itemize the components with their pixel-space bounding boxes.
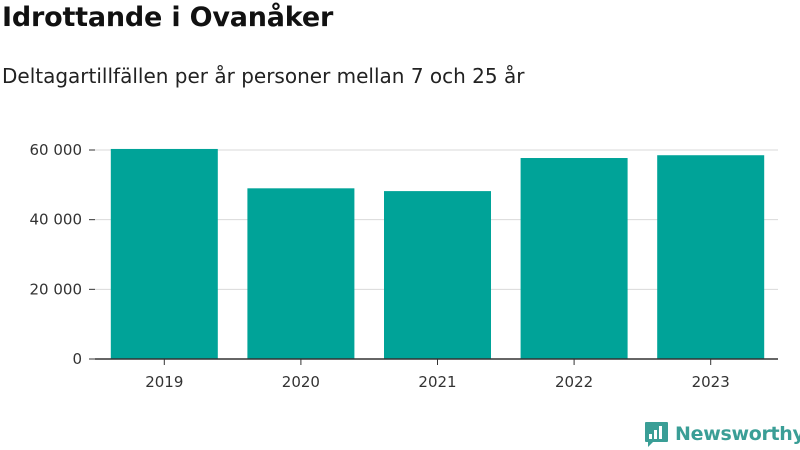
x-tick-label: 2020: [282, 373, 320, 391]
bar-2023: [657, 155, 765, 359]
y-tick-label: 20 000: [30, 280, 83, 298]
brand-logo: Newsworthy: [644, 419, 800, 449]
bars: [110, 148, 765, 359]
y-tick-label: 0: [72, 350, 82, 368]
y-tick-label: 40 000: [30, 211, 83, 229]
x-tick-label: 2022: [555, 373, 593, 391]
chart-title: Idrottande i Ovanåker: [2, 2, 334, 33]
newsworthy-logo-icon: [645, 421, 668, 447]
bar-2022: [520, 158, 628, 359]
x-tick-label: 2019: [145, 373, 183, 391]
chart-subtitle: Deltagartillfällen per år personer mella…: [2, 64, 525, 88]
y-axis-ticks: 0 20 000 40 000 60 000: [30, 141, 95, 368]
bar-2021: [384, 191, 491, 359]
y-tick-label: 60 000: [30, 141, 83, 159]
x-axis-ticks: 2019 2020 2021 2022 2023: [145, 359, 730, 391]
brand-name: Newsworthy: [675, 423, 800, 445]
x-tick-label: 2023: [692, 373, 730, 391]
bar-chart: 0 20 000 40 000 60 000 2019 2020 2021 2022 2023: [30, 141, 778, 391]
x-tick-label: 2021: [418, 373, 456, 391]
bar-2019: [110, 148, 218, 359]
bar-2020: [247, 188, 355, 359]
